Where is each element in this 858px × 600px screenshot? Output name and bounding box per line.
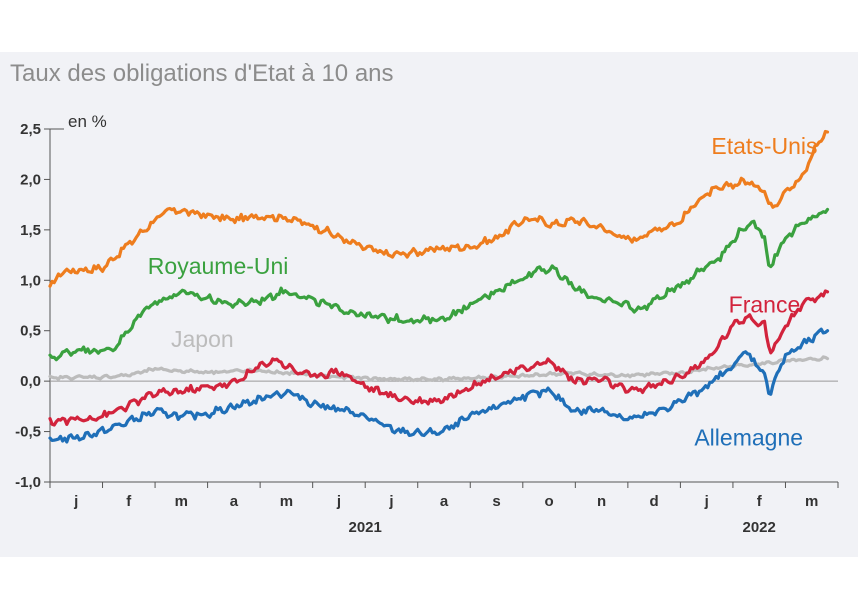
x-tick-label: j xyxy=(704,493,709,510)
x-tick-label: o xyxy=(544,493,553,510)
x-tick-label: d xyxy=(650,493,659,510)
series-line-japon xyxy=(48,355,830,383)
x-tick-label: m xyxy=(805,493,818,510)
x-tick-label: a xyxy=(230,493,239,510)
series-line-france xyxy=(48,289,830,427)
series-line-etats-unis xyxy=(48,129,830,288)
x-tick-label: j xyxy=(73,493,78,510)
chart-title: Taux des obligations d'Etat à 10 ans xyxy=(10,60,394,87)
y-tick-label: 1,5 xyxy=(20,222,41,239)
series-label-royaume-uni: Royaume-Uni xyxy=(148,253,289,279)
x-tick-label: j xyxy=(336,493,341,510)
year-label: 2022 xyxy=(743,519,776,536)
y-tick-label: 2,0 xyxy=(20,171,41,188)
series-label-japon: Japon xyxy=(171,326,234,352)
x-tick-label: s xyxy=(492,493,500,510)
x-tick-label: m xyxy=(280,493,293,510)
year-label: 2021 xyxy=(349,519,382,536)
x-tick-label: f xyxy=(757,493,763,510)
x-tick-label: n xyxy=(597,493,606,510)
y-tick-label: -0,5 xyxy=(15,424,41,441)
series-line-allemagne xyxy=(48,327,830,444)
x-tick-label: f xyxy=(126,493,132,510)
y-tick-label: -1,0 xyxy=(15,474,41,491)
x-tick-label: j xyxy=(388,493,393,510)
y-tick-label: 2,5 xyxy=(20,121,41,138)
series-label-france: France xyxy=(729,291,801,317)
y-tick-label: 0,0 xyxy=(20,373,41,390)
y-axis: 2,5 2,0 1,5 1,0 0,5 0,0 -0,5 -1,0 xyxy=(15,121,838,491)
y-tick-label: 0,5 xyxy=(20,323,41,340)
x-axis: j f m a m j j a s o n d j f m 2021 2022 xyxy=(49,481,839,536)
series-label-allemagne: Allemagne xyxy=(694,425,803,451)
x-tick-label: m xyxy=(175,493,188,510)
series-labels: Etats-Unis Royaume-Uni Japon France Allemagn… xyxy=(148,133,818,450)
y-tick-label: 1,0 xyxy=(20,272,41,289)
series-line-royaume-uni xyxy=(48,207,830,362)
unit-label: en % xyxy=(68,112,107,131)
chart-panel xyxy=(0,52,858,557)
series-lines xyxy=(48,129,830,444)
series-label-etats-unis: Etats-Unis xyxy=(711,133,817,159)
x-tick-label: a xyxy=(440,493,449,510)
